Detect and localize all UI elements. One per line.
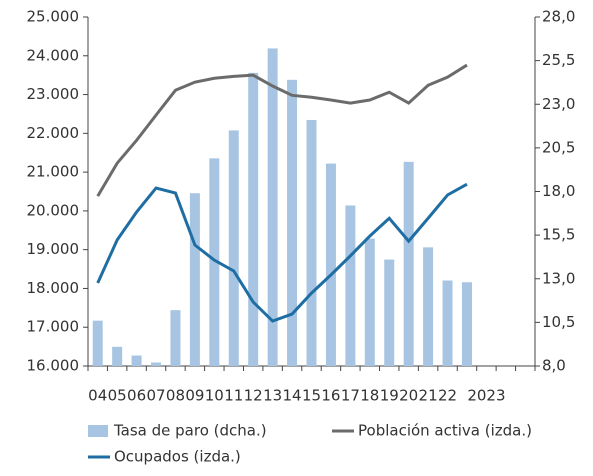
- y2-tick-label: 18,0: [542, 182, 575, 200]
- bar: [170, 310, 181, 366]
- x-tick-label: 15: [302, 387, 321, 405]
- y2-tick-label: 25,5: [542, 51, 575, 69]
- y-tick-label: 23.000: [27, 85, 80, 103]
- y-tick-label: 25.000: [27, 8, 80, 26]
- legend-label: Tasa de paro (dcha.): [113, 422, 267, 440]
- x-tick-label: 07: [146, 387, 165, 405]
- bar: [151, 362, 162, 366]
- bar: [287, 79, 298, 366]
- y-tick-label: 20.000: [27, 201, 80, 219]
- y2-tick-label: 15,5: [542, 226, 575, 244]
- y-tick-label: 22.000: [27, 124, 80, 142]
- bar: [345, 205, 356, 366]
- y-tick-label: 18.000: [27, 279, 80, 297]
- x-tick-label: 19: [380, 387, 399, 405]
- bar: [306, 119, 317, 366]
- x-tick-label: 21: [419, 387, 438, 405]
- x-tick-label: 10: [205, 387, 224, 405]
- y2-tick-label: 10,5: [542, 313, 575, 331]
- bar: [189, 193, 200, 366]
- bar: [112, 346, 123, 366]
- y-tick-label: 17.000: [27, 318, 80, 336]
- x-tick-label: 22: [438, 387, 457, 405]
- bar: [248, 72, 259, 366]
- y2-tick-label: 28,0: [542, 8, 575, 26]
- x-tick-label: 14: [283, 387, 302, 405]
- bar: [209, 158, 220, 366]
- bar: [403, 161, 414, 366]
- bar: [423, 247, 434, 366]
- bar: [325, 163, 336, 366]
- y-tick-label: 21.000: [27, 163, 80, 181]
- y2-tick-label: 13,0: [542, 269, 575, 287]
- y-tick-label: 19.000: [27, 240, 80, 258]
- x-tick-label: 13: [263, 387, 282, 405]
- legend-swatch: [88, 425, 108, 437]
- x-tick-label: 06: [127, 387, 146, 405]
- bar: [461, 282, 472, 366]
- y-tick-label: 16.000: [27, 357, 80, 375]
- y2-tick-label: 20,5: [542, 138, 575, 156]
- x-tick-label: 09: [185, 387, 204, 405]
- bar: [131, 355, 142, 366]
- x-tick-label: 2023: [467, 387, 505, 405]
- line: [96, 63, 468, 197]
- y-tick-label: 24.000: [27, 46, 80, 64]
- line: [96, 182, 468, 323]
- legend-label: Población activa (izda.): [358, 422, 532, 440]
- bar: [92, 320, 103, 366]
- x-tick-label: 18: [360, 387, 379, 405]
- legend-label: Ocupados (izda.): [114, 448, 241, 466]
- x-tick-label: 16: [321, 387, 340, 405]
- bar: [442, 280, 453, 366]
- y2-tick-label: 8,0: [542, 357, 566, 375]
- x-tick-label: 04: [88, 387, 107, 405]
- bar: [267, 48, 278, 366]
- bar: [364, 238, 375, 366]
- x-tick-label: 17: [341, 387, 360, 405]
- x-tick-label: 05: [108, 387, 127, 405]
- x-tick-label: 11: [224, 387, 243, 405]
- x-tick-label: 08: [166, 387, 185, 405]
- bar: [384, 259, 395, 366]
- y2-tick-label: 23,0: [542, 95, 575, 113]
- x-tick-label: 12: [244, 387, 263, 405]
- bar: [228, 130, 239, 366]
- x-tick-label: 20: [399, 387, 418, 405]
